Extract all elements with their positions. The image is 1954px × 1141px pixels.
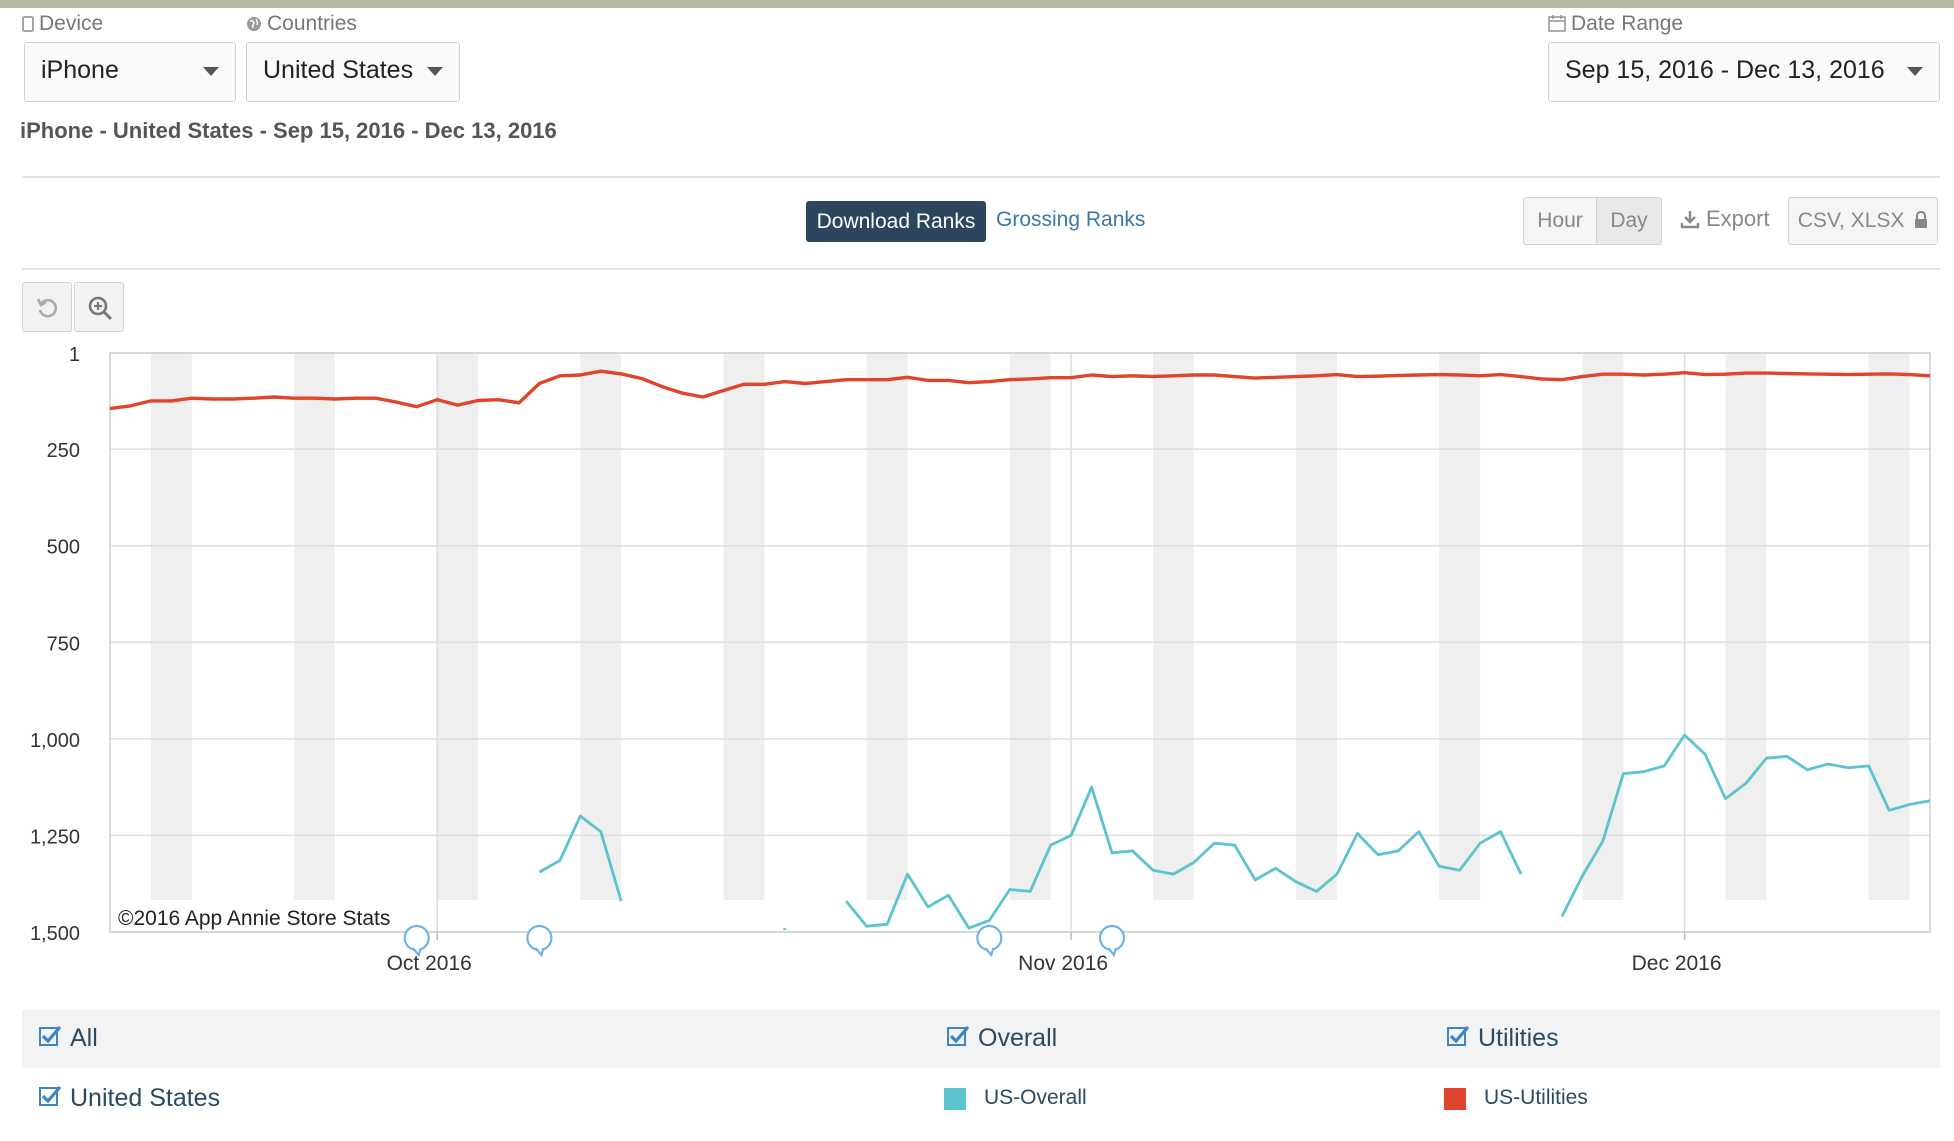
countries-label: Countries xyxy=(246,12,357,36)
weekend-band xyxy=(150,353,192,900)
weekend-band xyxy=(1152,353,1194,900)
tab-grossing-ranks[interactable]: Grossing Ranks xyxy=(996,208,1146,231)
date-range-value: Sep 15, 2016 - Dec 13, 2016 xyxy=(1565,56,1885,84)
divider xyxy=(22,176,1940,178)
phone-icon xyxy=(22,16,34,32)
weekend-band xyxy=(1009,353,1051,900)
x-tick-label: Oct 2016 xyxy=(387,952,472,975)
export-label: Export xyxy=(1706,206,1770,231)
day-button[interactable]: Day xyxy=(1596,197,1662,245)
device-label: Device xyxy=(22,12,103,36)
x-tick-label: Nov 2016 xyxy=(1018,952,1108,975)
chevron-down-icon xyxy=(427,67,443,76)
weekend-band xyxy=(1582,353,1624,900)
comment-tail xyxy=(984,947,995,958)
tab-download-ranks[interactable]: Download Ranks xyxy=(806,201,986,242)
countries-label-text: Countries xyxy=(267,12,357,35)
weekend-band xyxy=(437,353,479,900)
comment-icon xyxy=(976,924,1003,952)
comment-tail xyxy=(534,947,545,958)
annotation-marker[interactable] xyxy=(526,924,553,958)
date-range-label-text: Date Range xyxy=(1571,12,1684,35)
utilities-label: Utilities xyxy=(1478,1024,1559,1052)
date-range-dropdown[interactable]: Sep 15, 2016 - Dec 13, 2016 xyxy=(1548,42,1940,102)
csv-xlsx-button[interactable]: CSV, XLSX xyxy=(1788,197,1938,245)
calendar-icon xyxy=(1548,15,1566,32)
united-states-label: United States xyxy=(70,1084,221,1112)
weekend-band xyxy=(1296,353,1337,900)
zoom-in-icon xyxy=(88,296,113,321)
weekend-band xyxy=(294,353,335,900)
export-formats: CSV, XLSX xyxy=(1797,209,1905,232)
weekend-band xyxy=(866,353,908,900)
checkbox-checked-icon xyxy=(39,1025,62,1046)
y-tick-label: 1,000 xyxy=(30,730,80,752)
y-tick-label: 1 xyxy=(69,344,80,366)
annotation-marker[interactable] xyxy=(976,924,1003,958)
device-value: iPhone xyxy=(41,56,119,84)
plot-frame xyxy=(109,352,1931,933)
annotation-marker[interactable] xyxy=(403,924,430,958)
annotation-marker[interactable] xyxy=(1098,924,1126,958)
series-line-us-overall xyxy=(845,785,1523,930)
legend-label-us-overall: US-Overall xyxy=(984,1086,1087,1109)
overall-label: Overall xyxy=(978,1024,1058,1052)
legend-series: United States US-Overall US-Utilities xyxy=(22,1070,1940,1130)
divider xyxy=(22,268,1940,270)
zoom-button[interactable] xyxy=(74,282,124,332)
device-label-text: Device xyxy=(39,12,104,35)
utilities-checkbox[interactable]: Utilities xyxy=(1446,1024,1559,1053)
all-label: All xyxy=(70,1024,98,1052)
comment-icon xyxy=(403,924,430,952)
comment-tail xyxy=(411,947,422,958)
chart-subtitle: iPhone - United States - Sep 15, 2016 - … xyxy=(20,118,557,143)
series-line-us-utilities xyxy=(109,369,1931,411)
series-line-us-overall xyxy=(1560,733,1931,918)
checkbox-checked-icon xyxy=(947,1025,970,1046)
comment-icon xyxy=(526,924,553,952)
countries-dropdown[interactable]: United States xyxy=(246,42,460,102)
y-tick-label: 1,250 xyxy=(30,826,80,848)
legend-label-us-utilities: US-Utilities xyxy=(1484,1086,1588,1109)
y-tick-label: 1,500 xyxy=(30,923,80,945)
legend-swatch-us-overall xyxy=(944,1088,966,1110)
countries-value: United States xyxy=(263,56,414,84)
legend-groups: All Overall Utilities xyxy=(22,1010,1940,1068)
checkbox-checked-icon xyxy=(1447,1025,1470,1046)
globe-icon xyxy=(247,17,261,31)
x-tick-label: Dec 2016 xyxy=(1632,952,1722,975)
checkbox-checked-icon xyxy=(39,1085,62,1106)
device-dropdown[interactable]: iPhone xyxy=(24,42,236,102)
weekend-band xyxy=(1439,353,1481,900)
download-icon xyxy=(1680,211,1700,229)
watermark-text: ©2016 App Annie Store Stats xyxy=(118,907,390,930)
chevron-down-icon xyxy=(1907,67,1923,76)
undo-icon xyxy=(36,298,58,318)
weekend-band xyxy=(723,353,765,900)
comment-tail xyxy=(1107,947,1118,958)
overall-checkbox[interactable]: Overall xyxy=(946,1024,1057,1053)
lock-icon xyxy=(1915,210,1928,228)
y-tick-label: 500 xyxy=(47,537,80,559)
chevron-down-icon xyxy=(203,67,219,76)
weekend-band xyxy=(1725,353,1767,900)
date-range-label: Date Range xyxy=(1548,12,1683,36)
legend-swatch-us-utilities xyxy=(1444,1088,1466,1110)
weekend-band xyxy=(1868,353,1910,900)
top-strip xyxy=(0,0,1954,8)
all-checkbox[interactable]: All xyxy=(38,1024,98,1053)
series-line-us-overall xyxy=(538,814,623,902)
y-tick-label: 750 xyxy=(47,633,80,655)
weekend-band xyxy=(580,353,622,900)
y-tick-label: 250 xyxy=(47,440,80,462)
hour-button[interactable]: Hour xyxy=(1523,197,1597,245)
comment-icon xyxy=(1098,924,1126,952)
united-states-checkbox[interactable]: United States xyxy=(38,1084,220,1113)
export-button[interactable]: Export xyxy=(1680,206,1770,232)
reset-zoom-button[interactable] xyxy=(22,282,72,332)
rank-chart: 1 250 500 750 1,000 1,250 1,500 Oct 2016 Nov 201… xyxy=(30,344,1931,975)
